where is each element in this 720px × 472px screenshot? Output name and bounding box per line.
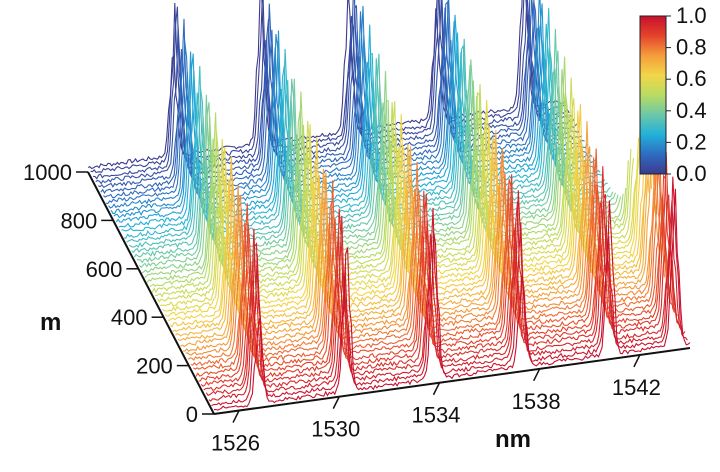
x-axis-line [213, 347, 691, 415]
y-ticks: 0 200 400 600 800 1000 [23, 160, 214, 427]
spectrum-trace [185, 148, 663, 356]
colorbar-tick-label: 0.2 [676, 129, 707, 154]
y-tick-label: 0 [186, 402, 198, 427]
spectrum-trace [87, 0, 565, 170]
x-tick-mark [633, 354, 641, 368]
spectrum-trace [110, 0, 588, 214]
y-axis-label: m [40, 309, 61, 336]
spectrum-trace [187, 134, 665, 361]
y-tick-label: 400 [111, 305, 148, 330]
spectrum-trace [108, 5, 585, 209]
colorbar-bar [639, 15, 667, 175]
spectrum-trace [154, 101, 632, 298]
spectrum-trace [208, 190, 686, 402]
colorbar-tick-label: 0.6 [676, 66, 707, 91]
y-tick-label: 600 [86, 257, 123, 282]
spectrum-trace [205, 194, 683, 396]
axes: 1526 1530 1534 1538 1542 0 200 400 600 800 1000 n… [23, 160, 691, 456]
spectrum-trace [115, 14, 593, 223]
y-axis-line [87, 171, 215, 415]
colorbar-tick-label: 0.0 [676, 161, 707, 186]
spectrum-trace [121, 23, 598, 232]
y-tick-label: 800 [60, 208, 97, 233]
x-tick-label: 1534 [411, 403, 460, 428]
colorbar-tick-label: 1.0 [676, 3, 707, 28]
x-tick-label: 1526 [211, 431, 260, 456]
spectrum-trace [100, 0, 578, 195]
x-tick-mark [533, 368, 541, 382]
colorbar-tick-label: 0.4 [676, 98, 707, 123]
spectral-traces [87, 0, 691, 411]
spectrum-trace [95, 0, 573, 185]
x-tick-label: 1538 [512, 389, 561, 414]
y-tick-label: 1000 [23, 160, 72, 185]
colorbar-ticks: 0.0 0.2 0.4 0.6 0.8 1.0 [666, 3, 707, 186]
x-tick-mark [432, 382, 441, 396]
x-axis-label: nm [495, 426, 531, 453]
spectrum-trace [198, 173, 676, 382]
spectrum-trace [183, 146, 660, 352]
x-ticks: 1526 1530 1534 1538 1542 [211, 354, 661, 456]
spectrum-trace [93, 0, 570, 180]
x-tick-label: 1542 [612, 375, 661, 400]
x-tick-label: 1530 [311, 417, 360, 442]
spectrum-trace [133, 28, 611, 258]
x-tick-mark [232, 410, 240, 423]
spectrum-trace [103, 0, 580, 199]
colorbar-tick-label: 0.8 [676, 35, 707, 60]
spectrum-trace [131, 53, 608, 254]
colorbar: 0.0 0.2 0.4 0.6 0.8 1.0 [639, 3, 707, 186]
spectrum-trace [213, 188, 691, 411]
y-tick-label: 200 [136, 354, 173, 379]
x-tick-mark [332, 396, 340, 409]
